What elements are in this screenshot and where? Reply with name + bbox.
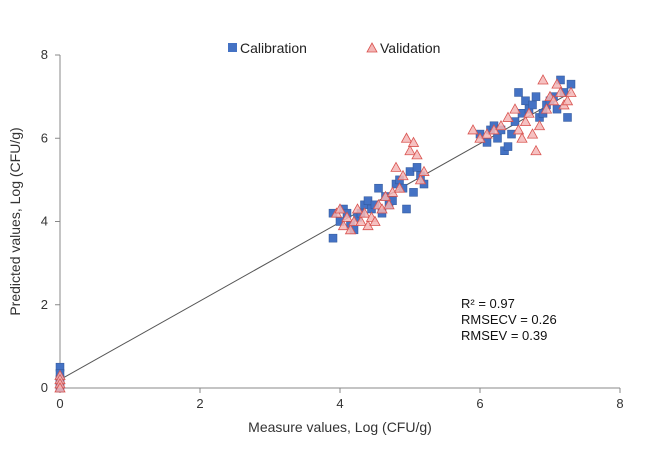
- validation-point: [561, 94, 574, 106]
- validation-point: [516, 132, 528, 143]
- calibration-point: [493, 134, 502, 143]
- validation-point: [400, 132, 413, 143]
- validation-point: [393, 182, 406, 193]
- legend: Calibration Validation: [228, 40, 440, 56]
- legend-calibration-marker: [228, 43, 237, 52]
- x-tick-label: 4: [336, 396, 343, 411]
- validation-point: [344, 224, 357, 235]
- calibration-point: [412, 163, 422, 172]
- validation-point: [565, 86, 577, 97]
- calibration-point: [374, 183, 383, 193]
- x-tick-label: 0: [56, 396, 63, 411]
- validation-point: [348, 215, 360, 226]
- validation-point: [537, 74, 549, 85]
- validation-point: [533, 119, 546, 131]
- y-tick-label: 4: [41, 214, 48, 229]
- validation-point: [404, 144, 416, 156]
- validation-point: [351, 203, 364, 214]
- x-axis-label: Measure values, Log (CFU/g): [248, 419, 432, 435]
- y-tick-label: 8: [41, 47, 48, 62]
- validation-point: [540, 103, 553, 114]
- y-tick-label: 2: [41, 297, 48, 312]
- validation-point: [418, 165, 430, 176]
- points-layer: [54, 74, 577, 393]
- legend-calibration-label: Calibration: [240, 40, 307, 56]
- validation-point: [554, 86, 567, 97]
- x-tick-label: 2: [196, 396, 203, 411]
- validation-point: [355, 215, 367, 226]
- validation-point: [411, 149, 423, 160]
- y-tick-label: 0: [41, 380, 48, 395]
- calibration-point: [409, 188, 418, 197]
- calibration-point: [328, 233, 338, 243]
- y-tick-label: 6: [41, 130, 48, 145]
- validation-point: [530, 144, 542, 156]
- validation-point: [341, 211, 353, 222]
- calibration-point: [563, 113, 572, 122]
- validation-point: [358, 207, 371, 218]
- calibration-point: [503, 142, 513, 151]
- validation-point: [551, 78, 563, 89]
- y-axis-label: Predicted values, Log (CFU/g): [7, 127, 23, 315]
- validation-point: [509, 103, 521, 114]
- stat-rmsev: RMSEV = 0.39: [461, 328, 547, 343]
- validation-point: [526, 128, 539, 139]
- validation-point: [414, 174, 427, 185]
- validation-point: [337, 219, 350, 231]
- validation-point: [523, 107, 535, 118]
- validation-point: [397, 169, 409, 181]
- validation-point: [334, 203, 346, 214]
- stat-r2: R² = 0.97: [461, 296, 515, 311]
- validation-point: [467, 124, 479, 135]
- validation-point: [369, 215, 381, 226]
- legend-validation-marker: [366, 42, 378, 53]
- calibration-point: [402, 204, 411, 214]
- validation-point: [502, 111, 514, 122]
- validation-point: [383, 199, 395, 210]
- validation-point: [547, 94, 560, 106]
- x-tick-label: 6: [476, 396, 483, 411]
- validation-point: [512, 124, 525, 135]
- calibration-point: [531, 92, 541, 101]
- validation-point: [519, 115, 532, 126]
- validation-point: [407, 136, 420, 147]
- legend-validation-label: Validation: [380, 40, 440, 56]
- validation-point: [495, 119, 507, 131]
- calibration-point: [514, 88, 523, 97]
- stats-annotation: R² = 0.97 RMSECV = 0.26 RMSEV = 0.39: [461, 296, 557, 343]
- x-tick-label: 8: [616, 396, 623, 411]
- axes: 0 2 4 6 8 0 2 4 6 8: [41, 47, 624, 411]
- validation-point: [54, 382, 66, 393]
- stat-rmsecv: RMSECV = 0.26: [461, 312, 557, 327]
- calibration-point: [528, 100, 537, 110]
- validation-point: [390, 161, 402, 172]
